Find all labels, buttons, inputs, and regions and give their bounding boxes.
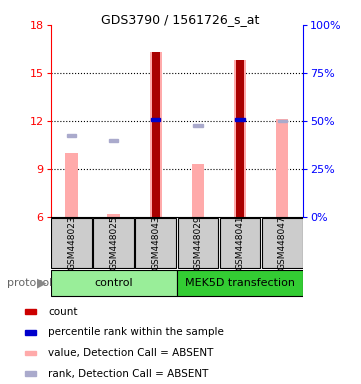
Text: count: count (48, 307, 78, 317)
Bar (149, 52, 162, 217)
Text: GSM448029: GSM448029 (193, 215, 203, 270)
Bar (278, 119, 287, 122)
Bar (235, 118, 245, 121)
Bar (51, 218, 92, 268)
Bar (67, 134, 76, 137)
Bar (25, 371, 36, 376)
Bar (65, 153, 78, 217)
Text: GSM448043: GSM448043 (151, 215, 160, 270)
Bar (177, 270, 303, 296)
Text: GDS3790 / 1561726_s_at: GDS3790 / 1561726_s_at (101, 13, 260, 26)
Text: percentile rank within the sample: percentile rank within the sample (48, 328, 224, 338)
Text: MEK5D transfection: MEK5D transfection (185, 278, 295, 288)
Text: GSM448025: GSM448025 (109, 215, 118, 270)
Text: rank, Detection Call = ABSENT: rank, Detection Call = ABSENT (48, 369, 209, 379)
Bar (178, 218, 218, 268)
Bar (25, 310, 36, 314)
Bar (135, 218, 176, 268)
Bar (109, 139, 118, 142)
Text: control: control (95, 278, 133, 288)
Bar (93, 218, 134, 268)
Text: GSM448047: GSM448047 (278, 215, 287, 270)
Bar (219, 218, 261, 268)
Text: protocol: protocol (7, 278, 52, 288)
Bar (151, 118, 160, 121)
Bar (236, 60, 244, 217)
Text: value, Detection Call = ABSENT: value, Detection Call = ABSENT (48, 348, 214, 358)
Bar (262, 218, 303, 268)
Text: GSM448023: GSM448023 (67, 215, 76, 270)
Bar (107, 214, 120, 217)
Bar (51, 270, 177, 296)
Bar (192, 164, 204, 217)
Bar (25, 351, 36, 355)
Bar (276, 119, 288, 217)
Bar (152, 52, 160, 217)
Bar (234, 60, 246, 217)
Text: ▶: ▶ (37, 277, 46, 290)
Text: GSM448041: GSM448041 (236, 215, 244, 270)
Bar (193, 124, 203, 127)
Bar (25, 330, 36, 335)
